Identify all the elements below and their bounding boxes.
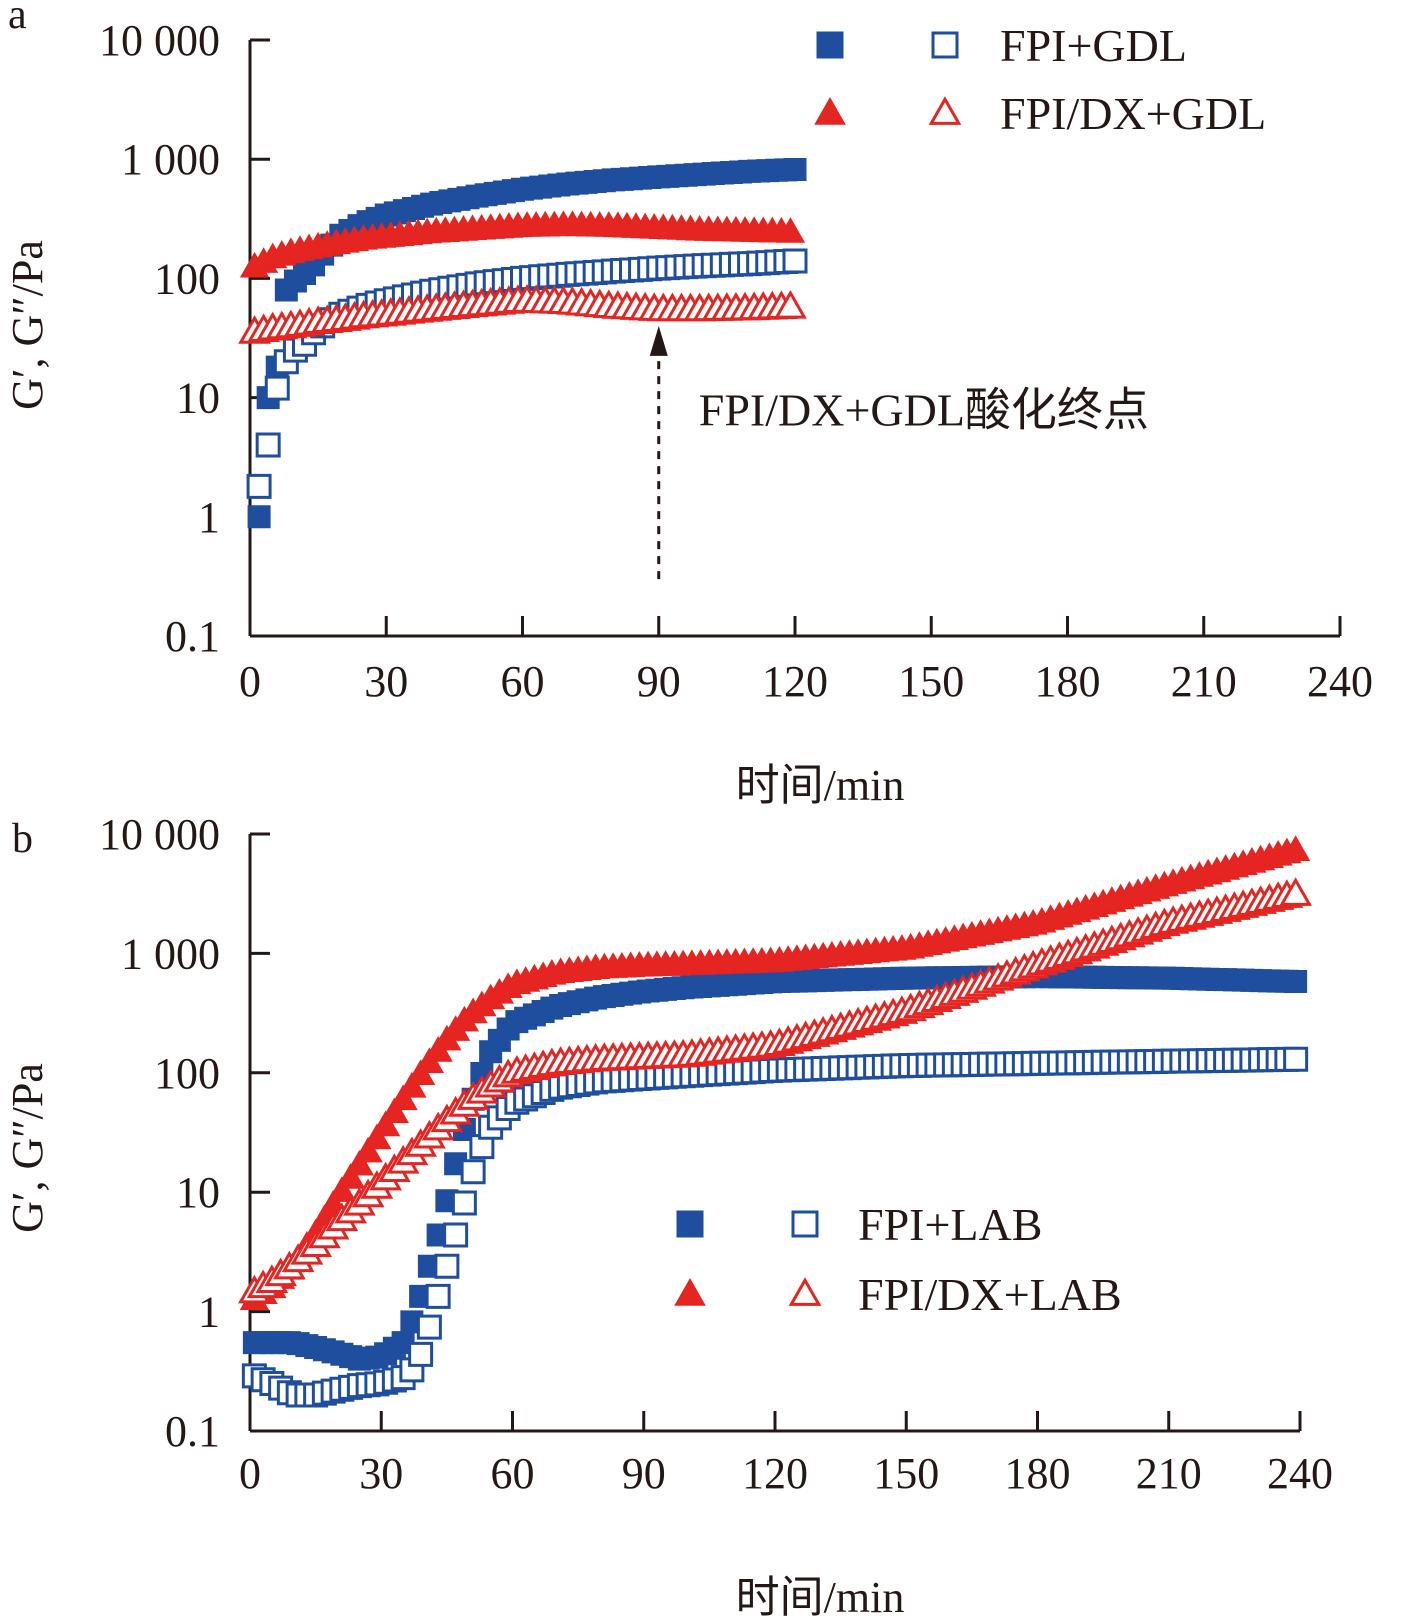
y-tick-label: 1 000 [121,929,220,978]
series-FPI/DX+LAB-G″ [237,877,1313,1304]
data-point [434,1253,460,1279]
y-tick-label: 10 [176,1168,220,1217]
x-tick-label: 60 [501,657,545,706]
data-point [408,1341,434,1367]
x-tick-label: 150 [873,1449,939,1498]
legend-label: FPI+LAB [858,1199,1042,1250]
panel-a-plot-area: 0.1 1 10 100 1 000 10 000 0 30 60 90 120 150 180 210 2… [99,16,1373,706]
data-point [443,1222,469,1248]
x-tick-label: 30 [364,657,408,706]
data-point [425,1283,451,1309]
data-point [379,1097,410,1124]
x-tick-label: 120 [742,1449,808,1498]
panel-a-letter: a [8,0,27,38]
panel-b-letter: b [12,816,33,862]
x-tick-label: 180 [1005,1449,1071,1498]
x-tick-label: 180 [1035,657,1101,706]
panel-b: b 0.1 1 10 100 1 000 10 000 0 30 60 90 120 150 180 21… [3,810,1333,1621]
x-tick-label: 240 [1307,657,1373,706]
legend-filled-marker [674,1278,706,1306]
series-FPI/DX+GDL-G′ [239,210,806,278]
panel-a-axes: 0.1 1 10 100 1 000 10 000 0 30 60 90 120 150 180 210 2… [99,16,1373,706]
y-tick-label: 100 [154,1049,220,1098]
x-tick-label: 90 [622,1449,666,1498]
data-point [775,217,806,243]
y-tick-label: 0.1 [165,612,220,661]
panel-a-ylabel: G′, G″/Pa [3,240,52,410]
series-FPI+LAB-G″ [241,1046,1309,1408]
data-point [1280,835,1311,861]
legend-open-marker [788,1277,822,1306]
legend-open-marker [928,96,962,125]
x-tick-label: 30 [359,1449,403,1498]
data-point [1284,970,1308,994]
x-tick-label: 240 [1267,1449,1333,1498]
legend-filled-marker [676,1210,704,1238]
panel-a-xlabel: 时间/min [736,761,905,810]
panel-b-ylabel: G′, G″/Pa [3,1063,52,1233]
annotation-arrow-head [649,325,668,356]
data-point [397,1071,427,1098]
data-point [774,289,807,319]
series-FPI+GDL-G″ [246,248,808,499]
legend-filled-marker [814,97,846,125]
legend-open-marker [931,31,959,59]
data-point [335,1163,366,1189]
y-tick-label: 100 [154,254,220,303]
x-tick-label: 60 [491,1449,535,1498]
legend-filled-marker [816,31,844,59]
y-tick-label: 1 000 [121,135,220,184]
y-tick-label: 0.1 [165,1407,220,1456]
data-point [416,1314,442,1340]
x-tick-label: 0 [239,657,261,706]
data-point [1279,877,1313,906]
y-tick-label: 1 [198,493,220,542]
y-tick-label: 10 000 [99,810,220,859]
x-tick-label: 90 [637,657,681,706]
panel-b-plot-area: 0.1 1 10 100 1 000 10 000 0 30 60 90 120 150 180 210 2… [99,810,1333,1498]
legend-label: FPI/DX+LAB [858,1269,1122,1320]
x-tick-label: 210 [1171,657,1237,706]
x-tick-label: 0 [239,1449,261,1498]
legend-label: FPI+GDL [1000,20,1187,71]
data-point [782,248,808,274]
panel-a-legend: FPI+GDL FPI/DX+GDL [814,20,1266,139]
x-tick-label: 120 [762,657,828,706]
data-point [460,1159,486,1185]
panel-b-legend: FPI+LAB FPI/DX+LAB [674,1199,1122,1320]
data-point [255,432,281,458]
series-FPI/DX+LAB-G′ [239,835,1311,1311]
acidification-endpoint-annotation: FPI/DX+GDL酸化终点 [649,325,1149,580]
series-FPI+GDL-G′ [247,157,807,529]
x-tick-label: 150 [898,657,964,706]
panel-b-xlabel: 时间/min [736,1573,905,1621]
data-point [370,1110,401,1137]
legend-open-marker [791,1210,819,1238]
data-point [247,505,271,529]
annotation-label: FPI/DX+GDL酸化终点 [699,385,1149,436]
data-point [264,375,290,401]
data-point [353,1136,383,1163]
x-tick-label: 210 [1136,1449,1202,1498]
series-FPI/DX+GDL-G″ [238,284,807,344]
panel-a: a 0.1 1 10 100 1 000 10 000 0 30 60 90 120 150 180 21… [3,0,1373,810]
data-point [344,1149,375,1176]
data-point [362,1123,392,1150]
data-point [1283,1046,1309,1072]
legend-label: FPI/DX+GDL [1000,88,1266,139]
y-tick-label: 10 000 [99,16,220,65]
data-point [327,1176,357,1202]
data-point [783,157,807,181]
y-tick-label: 1 [198,1288,220,1337]
data-point [246,473,272,499]
y-tick-label: 10 [176,374,220,423]
data-point [451,1190,477,1216]
